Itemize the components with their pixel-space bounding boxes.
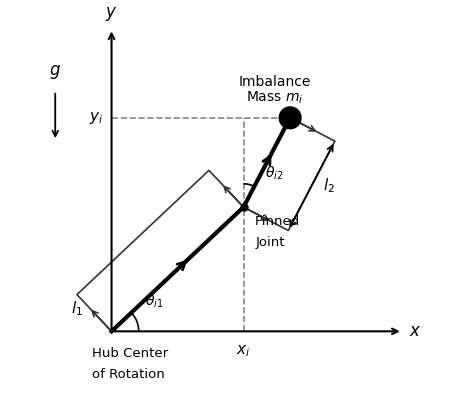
Text: $\theta_{i1}$: $\theta_{i1}$ xyxy=(144,292,162,310)
Text: Imbalance: Imbalance xyxy=(238,75,310,89)
Text: Mass $m_i$: Mass $m_i$ xyxy=(245,90,303,106)
Text: Joint: Joint xyxy=(255,236,284,249)
Text: $y$: $y$ xyxy=(105,5,117,23)
Text: Hub Center: Hub Center xyxy=(92,347,168,360)
Text: $g$: $g$ xyxy=(49,63,61,81)
Text: $x_i$: $x_i$ xyxy=(236,343,250,359)
Text: of Rotation: of Rotation xyxy=(92,368,165,381)
Text: $x$: $x$ xyxy=(408,322,420,340)
Text: $y_i$: $y_i$ xyxy=(89,110,104,126)
Text: $l_2$: $l_2$ xyxy=(323,177,334,195)
Text: $\theta_{i2}$: $\theta_{i2}$ xyxy=(264,164,283,182)
Text: $l_1$: $l_1$ xyxy=(71,300,82,318)
Circle shape xyxy=(278,107,300,129)
Text: Pinned: Pinned xyxy=(255,215,300,228)
